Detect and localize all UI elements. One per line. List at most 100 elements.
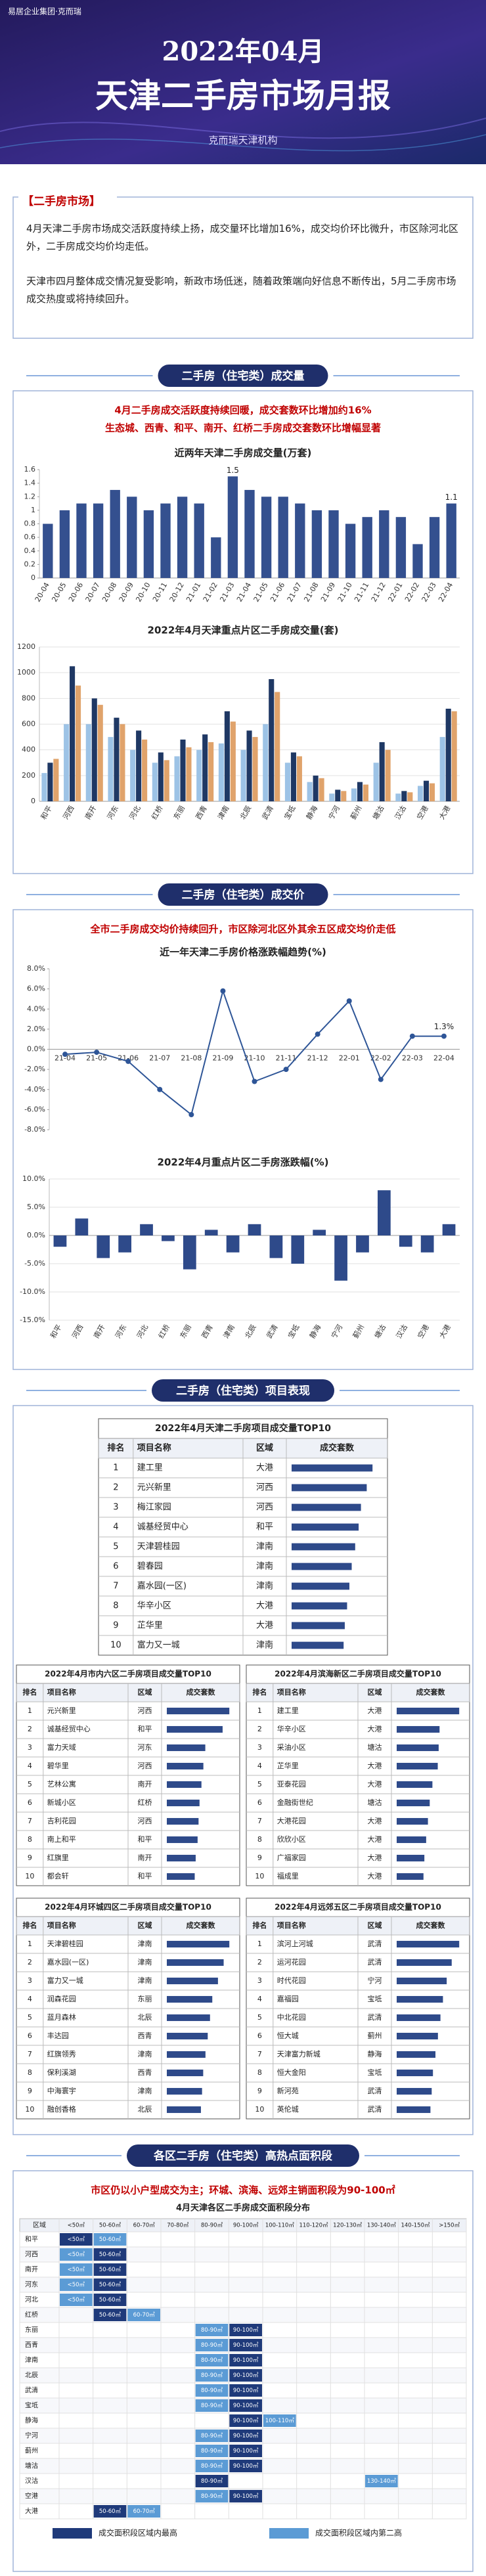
table-cell: 2 (28, 1958, 32, 1966)
table-cell: 1 (257, 1706, 262, 1715)
column-header: 成交套数 (320, 1443, 355, 1454)
table-cell: 恒大城 (277, 2031, 299, 2040)
table-cell: 8 (28, 1835, 32, 1844)
y-tick-label: 1.2 (24, 492, 36, 500)
heatmap-cell-label: 60-70㎡ (133, 2508, 156, 2515)
x-tick-label: 20-11 (151, 581, 169, 604)
bar (345, 523, 356, 578)
chart-title: 近两年天津二手房成交量(万套) (175, 447, 312, 459)
x-tick-label: 塘沽 (370, 804, 386, 821)
table-bar (292, 1563, 352, 1570)
table-cell: 蓟州 (368, 2032, 382, 2040)
bar (269, 1235, 283, 1258)
table-cell: 宁河 (368, 1976, 382, 1985)
bar (164, 760, 169, 801)
table-title: 2022年4月远郊五区二手房项目成交量TOP10 (275, 1902, 441, 1912)
y-tick-label: 8.0% (27, 964, 45, 973)
table-cell: 6 (257, 1798, 262, 1807)
table-bar (292, 1543, 355, 1551)
heatmap-cell-label: 80-90㎡ (201, 2403, 223, 2409)
table-cell: 河西 (138, 1762, 152, 1770)
column-header: 项目名称 (47, 1687, 76, 1697)
table-cell: 西青 (138, 2068, 152, 2077)
bar (108, 737, 114, 801)
heatmap-cell (229, 2354, 262, 2366)
heatmap-cell-label: <50㎡ (68, 2282, 85, 2288)
table-cell: 碧春园 (137, 1562, 163, 1572)
table-cell: 华辛小区 (137, 1601, 171, 1611)
heatmap-row-label: 西青 (25, 2341, 38, 2349)
heatmap-cell (60, 2233, 93, 2246)
table-cell: 北辰 (138, 2105, 152, 2114)
x-tick-label: 东丽 (172, 805, 187, 822)
table-cell: 滨河上河城 (277, 1939, 313, 1948)
bar (407, 792, 413, 801)
point (220, 988, 226, 994)
chart-title: 2022年4月天津重点片区二手房成交量(套) (148, 625, 339, 636)
heatmap-title: 4月天津各区二手房成交面积段分布 (176, 2203, 310, 2213)
heatmap-cell (195, 2339, 229, 2351)
bar (162, 1235, 175, 1241)
report-org: 克而瑞天津机构 (208, 135, 277, 146)
y-tick-label: 1200 (17, 642, 35, 651)
x-tick-label: 河西 (61, 805, 76, 822)
x-tick-label: 蓟州 (351, 1323, 366, 1341)
heatmap-cell (229, 2369, 262, 2382)
bar (269, 678, 275, 801)
y-tick-label: -6.0% (24, 1105, 45, 1113)
point (315, 1031, 320, 1037)
table-cell: 4 (28, 1762, 32, 1770)
section-title: 各区二手房（住宅类）高热点面积段 (153, 2149, 332, 2163)
bar (307, 782, 313, 801)
heatmap-cell-label: 90-100㎡ (233, 2493, 259, 2500)
heatmap-column: 60-70㎡ (133, 2223, 156, 2229)
table-bar (397, 1799, 430, 1807)
heatmap-cell-label: 80-90㎡ (201, 2357, 223, 2364)
heatmap-row-label: 汉沽 (25, 2477, 38, 2485)
y-tick-label: 800 (22, 694, 35, 702)
heatmap-cell-label: 90-100㎡ (233, 2403, 259, 2409)
table-cell: 10 (110, 1641, 121, 1651)
heatmap-cell (229, 2490, 262, 2502)
y-tick-label: 0.0% (27, 1231, 45, 1239)
heatmap-cell (195, 2354, 229, 2366)
bar (244, 489, 255, 578)
table-cell: 梅江家园 (137, 1502, 171, 1513)
table-cell: 武清 (368, 1940, 382, 1948)
table-cell: 富力又一城 (47, 1976, 83, 1985)
bar (362, 517, 372, 578)
x-tick-label: 22-03 (420, 581, 438, 604)
table-cell: 芷华里 (277, 1761, 299, 1770)
table-cell: 建工里 (137, 1463, 163, 1473)
x-tick-label: 空港 (415, 804, 430, 821)
table-title: 2022年4月市内六区二手房项目成交量TOP10 (45, 1669, 211, 1679)
heatmap-cell (365, 2475, 398, 2487)
x-tick-label: 22-02 (370, 1054, 391, 1063)
table-cell: 嘉水园(一区) (137, 1582, 187, 1591)
heatmap-cell (195, 2460, 229, 2472)
table-cell: 9 (28, 1854, 32, 1862)
report-title: 天津二手房市场月报 (95, 76, 391, 115)
column-header: 排名 (22, 1687, 37, 1697)
bar (183, 1235, 196, 1270)
x-tick-label: 空港 (416, 1323, 431, 1340)
table-bar (397, 2069, 433, 2077)
table-cell: 3 (28, 1976, 32, 1985)
bar (120, 724, 125, 801)
x-tick-label: 21-08 (181, 1054, 202, 1063)
heatmap-cell (195, 2384, 229, 2397)
section-banner (158, 883, 328, 906)
bar (240, 749, 246, 801)
heatmap-column: 120-130㎡ (333, 2223, 363, 2229)
column-header: 排名 (252, 1921, 267, 1930)
heatmap-column: 140-150㎡ (401, 2223, 430, 2229)
heatmap-cell-label: 130-140㎡ (367, 2478, 397, 2485)
x-tick-label: 河西 (70, 1323, 85, 1341)
heatmap-row-label: 静海 (25, 2416, 38, 2425)
bar (420, 1235, 434, 1253)
heatmap-cell (229, 2414, 262, 2427)
y-tick-label: 400 (22, 745, 35, 754)
x-tick-label: 21-10 (336, 581, 354, 604)
table-cell: 蓝月森林 (47, 2012, 76, 2022)
table-cell: 1 (28, 1706, 32, 1715)
